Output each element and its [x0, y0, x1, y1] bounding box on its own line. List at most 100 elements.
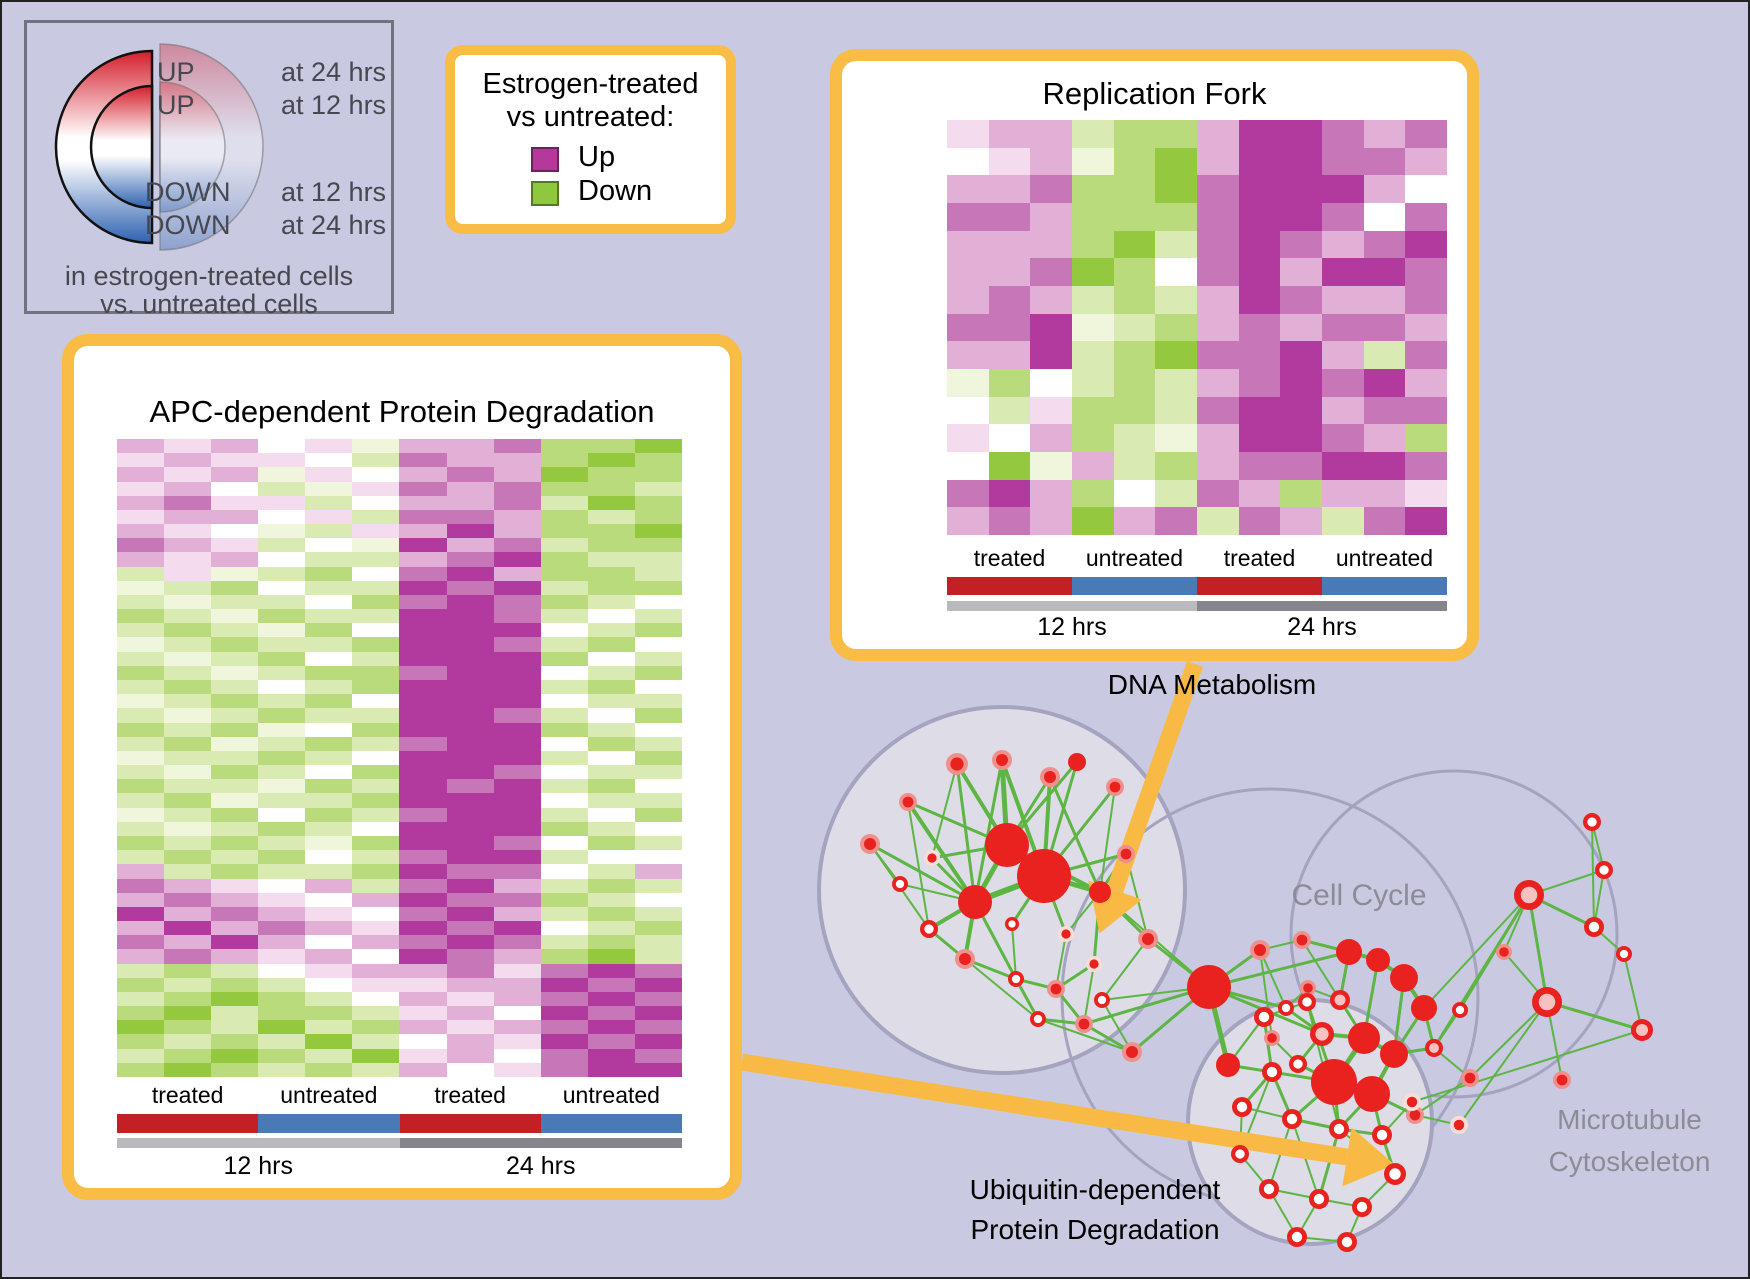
heatmap-cell [352, 609, 400, 624]
heatmap-cell [634, 538, 682, 553]
heatmap-cell [211, 977, 259, 992]
network-edge [1208, 950, 1350, 989]
heatmap-cell [634, 637, 682, 652]
heatmap-cell [1238, 341, 1281, 369]
heatmap-cell [1197, 147, 1239, 176]
heatmap-cell [446, 935, 494, 950]
heatmap-cell [540, 453, 588, 468]
heatmap-cell [634, 779, 682, 794]
heatmap-cell [587, 935, 635, 950]
heatmap-cell [352, 566, 400, 581]
heatmap-cell [1113, 479, 1156, 508]
heatmap-cell [399, 694, 447, 709]
heatmap-cell [117, 552, 165, 567]
heatmap-cell [634, 552, 682, 567]
heatmap-cell [211, 991, 259, 1007]
untreated-bar [258, 1114, 400, 1133]
heatmap-cell [540, 1062, 588, 1077]
network-edge [1469, 1001, 1548, 1079]
network-edge [1623, 953, 1643, 1031]
heatmap-cell [1322, 120, 1364, 148]
heatmap-cell [258, 694, 306, 709]
network-node-solid [985, 823, 1029, 867]
heatmap-cell [164, 1048, 212, 1063]
heatmap-cell [211, 935, 259, 950]
heatmap-cell [211, 580, 259, 595]
heatmap-cell [1322, 507, 1364, 535]
heatmap-cell [352, 878, 400, 893]
heatmap-cell [634, 765, 682, 780]
network-edge [1317, 1128, 1341, 1200]
heatmap-cell [164, 509, 212, 525]
heatmap-cell [305, 708, 353, 723]
heatmap-cell [399, 963, 447, 978]
network-edge [906, 800, 977, 904]
heatmap-cell [446, 481, 494, 496]
heatmap-cell [1280, 368, 1322, 397]
heatmap-cell [540, 807, 588, 822]
heatmap-cell [446, 779, 494, 794]
heatmap-cell [399, 878, 447, 893]
heatmap-cell [352, 651, 400, 666]
heatmap-cell [587, 651, 635, 666]
heatmap-cell [1238, 451, 1281, 480]
heatmap-cell [211, 793, 259, 808]
heatmap-cell [493, 580, 541, 595]
heatmap-cell [587, 538, 635, 553]
heatmap-cell [493, 906, 541, 922]
heatmap-cell [117, 750, 165, 766]
heatmap-cell [258, 921, 306, 936]
heatmap-cell [164, 495, 212, 510]
network-node-core [1011, 974, 1021, 984]
heatmap-cell [634, 750, 682, 766]
heatmap-cell [1072, 120, 1114, 148]
heatmap-cell [446, 609, 494, 624]
heatmap-cell [988, 175, 1031, 203]
heatmap-cell [117, 892, 165, 907]
heatmap-cell [1113, 396, 1156, 425]
heatmap-cell [211, 722, 259, 737]
heatmap-cell [587, 892, 635, 907]
heatmap-cell [540, 1048, 588, 1063]
heatmap-cell [399, 651, 447, 666]
heatmap-cell [446, 680, 494, 695]
network-edge [973, 759, 1004, 903]
heatmap-cell [1363, 285, 1406, 314]
heatmap-cell [117, 594, 165, 610]
heatmap-cell [1280, 230, 1322, 259]
heatmap-cell [634, 892, 682, 907]
heatmap-cell [1072, 175, 1114, 203]
heatmap-cell [258, 651, 306, 666]
heatmap-cell [211, 467, 259, 482]
network-edge [1101, 999, 1133, 1053]
network-node-core [1254, 944, 1266, 956]
heatmap-cell [1197, 175, 1239, 203]
heatmap-cell [1405, 120, 1447, 148]
network-node-core [1313, 1193, 1325, 1205]
heatmap-cell [634, 594, 682, 610]
heatmap-cell [540, 765, 588, 780]
heatmap-cell [164, 850, 212, 865]
heatmap-cell [352, 1062, 400, 1077]
heatmap-cell [164, 765, 212, 780]
heatmap-cell [399, 637, 447, 652]
heatmap-cell [540, 481, 588, 496]
heatmap-cell [352, 921, 400, 936]
heatmap-cell [117, 481, 165, 496]
network-node-core [1538, 993, 1556, 1011]
heatmap-cell [540, 680, 588, 695]
heatmap-cell [164, 977, 212, 992]
heatmap-cell [164, 637, 212, 652]
network-edge [1055, 933, 1067, 990]
heatmap-cell [258, 538, 306, 553]
heatmap-cell [988, 230, 1031, 259]
heatmap-cell [352, 892, 400, 907]
heatmap-cell [399, 935, 447, 950]
heatmap-cell [211, 623, 259, 638]
heatmap-cell [1363, 147, 1406, 176]
heatmap-cell [493, 750, 541, 766]
heatmap-cell [1197, 479, 1239, 508]
heatmap-cell [540, 623, 588, 638]
network-node-core [1236, 1101, 1248, 1113]
heatmap-cell [1072, 368, 1114, 397]
